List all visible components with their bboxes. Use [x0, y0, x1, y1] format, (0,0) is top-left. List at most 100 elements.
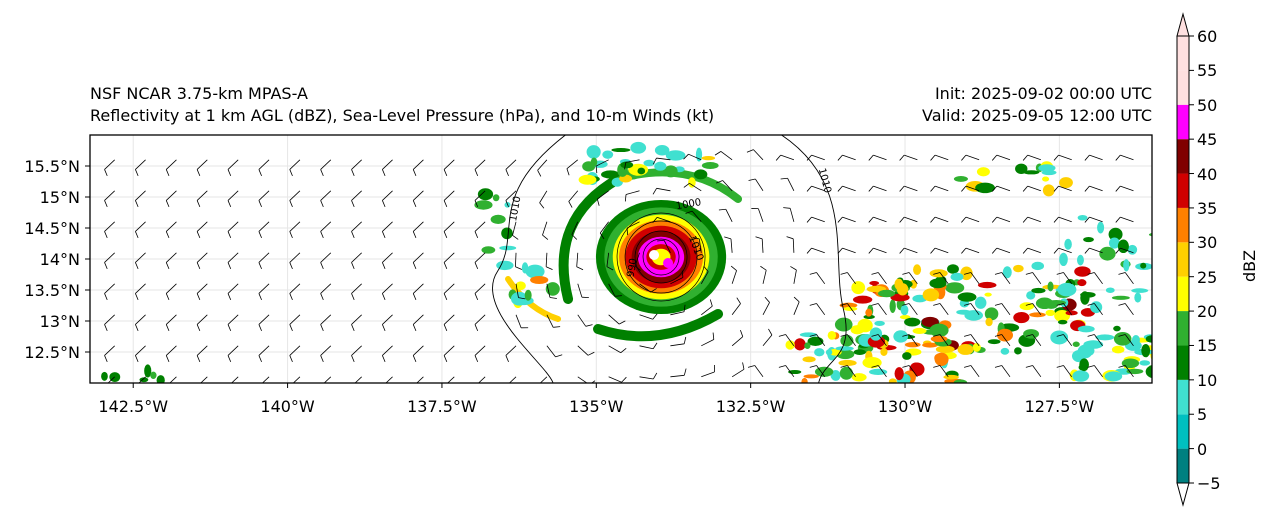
colorbar-segment — [1177, 311, 1189, 346]
isobar-ring — [616, 212, 706, 302]
colorbar-tick-label: 40 — [1197, 164, 1218, 184]
wind-barb — [104, 221, 115, 239]
wind-barb — [474, 314, 486, 332]
convective-cell — [950, 272, 964, 281]
wind-barb — [599, 221, 609, 240]
wind-barb — [868, 247, 887, 254]
wind-barb — [382, 314, 393, 332]
wind-barb — [775, 154, 795, 161]
convective-cell — [1145, 335, 1152, 343]
wind-barb — [701, 364, 715, 378]
wind-barb — [1056, 272, 1073, 285]
wind-barb — [505, 190, 517, 208]
fields-title: Reflectivity at 1 km AGL (dBZ), Sea-Leve… — [90, 106, 715, 125]
wind-barb — [289, 159, 301, 177]
convective-cell — [929, 278, 947, 289]
convective-cell — [1002, 266, 1012, 279]
convective-cell — [922, 288, 940, 302]
convective-cell — [880, 347, 888, 356]
wind-barb — [639, 372, 658, 380]
colorbar-tick-label: 55 — [1197, 61, 1218, 81]
wind-barb — [577, 283, 589, 299]
wind-barb — [165, 221, 177, 239]
wind-barb — [351, 345, 362, 363]
wind-barb — [416, 376, 424, 383]
wind-barb — [135, 314, 146, 332]
wind-barb — [196, 345, 208, 363]
wind-barb — [1025, 334, 1042, 347]
wind-barb — [227, 221, 239, 239]
wind-barb — [639, 313, 658, 320]
wind-barb — [868, 216, 887, 223]
wind-barb — [385, 376, 393, 383]
wind-barb — [537, 159, 548, 177]
wind-barb — [104, 159, 115, 177]
wind-barb — [783, 207, 795, 222]
init-time: Init: 2025-09-02 00:00 UTC — [934, 84, 1152, 103]
convective-cell — [1108, 227, 1123, 242]
convective-cell — [620, 161, 634, 169]
wind-barb — [505, 345, 517, 363]
lon-tick-label: 142.5°W — [98, 397, 169, 416]
convective-cell — [490, 214, 506, 224]
wind-barb — [1056, 365, 1073, 378]
convective-cell — [1038, 164, 1056, 172]
wind-barb — [289, 283, 301, 301]
wind-barb — [382, 221, 393, 239]
wind-barb — [443, 345, 455, 363]
wind-barb — [751, 208, 764, 222]
wind-barb — [512, 221, 519, 240]
wind-barb — [871, 334, 887, 347]
colorbar-tick-label: 30 — [1197, 233, 1218, 253]
convective-cell — [611, 148, 631, 153]
wind-barb — [539, 190, 548, 209]
convective-cell — [1013, 264, 1024, 273]
convective-cell — [874, 320, 885, 326]
axis-ticks — [85, 165, 1060, 388]
convective-cell — [947, 264, 959, 274]
wind-barb — [412, 221, 424, 239]
convective-cell — [869, 281, 880, 286]
convective-cell — [956, 309, 971, 315]
lon-tick-label: 127.5°W — [1024, 397, 1095, 416]
wind-barb — [478, 376, 486, 383]
wind-barb — [786, 236, 795, 253]
wind-barb — [320, 283, 332, 301]
lon-tick-label: 140°W — [260, 397, 315, 416]
convective-cell — [602, 150, 614, 159]
wind-barb — [1025, 272, 1042, 285]
colorbar-tick-label: 10 — [1197, 370, 1218, 390]
wind-barb — [1084, 247, 1103, 254]
wind-barb — [323, 376, 332, 383]
colorbar-tick-label: 35 — [1197, 198, 1218, 218]
wind-barb — [196, 314, 208, 332]
wind-barb — [165, 252, 177, 270]
convective-cell — [492, 194, 500, 202]
wind-barb — [289, 345, 301, 363]
wind-barb — [351, 283, 362, 301]
isobar-line — [492, 135, 566, 383]
convective-cell — [1072, 341, 1080, 347]
convective-cell — [850, 325, 865, 335]
convective-cell — [1140, 262, 1147, 269]
convective-cell — [827, 330, 837, 340]
wind-barb — [991, 185, 1011, 192]
wind-barb — [320, 345, 332, 363]
convective-cell — [912, 327, 927, 335]
convective-cell — [1057, 319, 1068, 325]
wind-barb — [196, 159, 208, 177]
convective-cell — [477, 188, 494, 201]
convective-cell — [1045, 309, 1056, 317]
convective-cell — [1113, 325, 1121, 332]
wind-barb — [104, 314, 115, 332]
wind-barb — [778, 365, 795, 378]
wind-barb — [165, 314, 177, 332]
wind-barb — [899, 216, 918, 223]
colorbar-segment — [1177, 414, 1189, 449]
convective-cell — [1083, 340, 1104, 349]
wind-barb — [571, 221, 579, 240]
wind-barb — [809, 334, 826, 347]
convective-cell — [499, 245, 517, 251]
convective-cell — [935, 345, 955, 354]
